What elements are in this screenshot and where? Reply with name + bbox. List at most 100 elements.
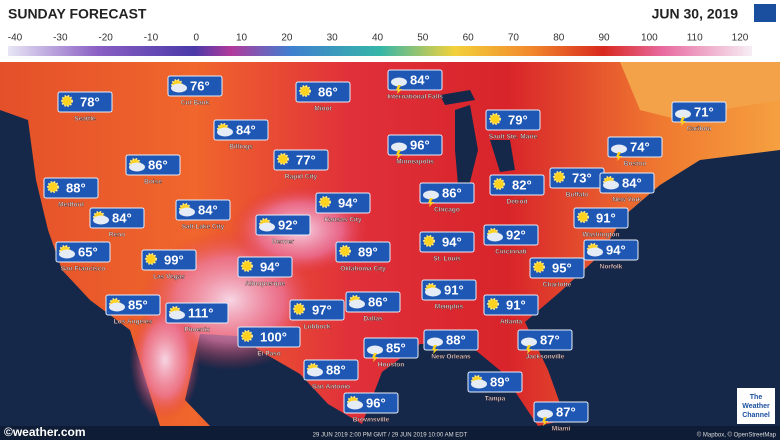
city-name: Cut Bank [181,100,210,107]
scale-label: 110 [687,33,703,44]
city-name: Sault Ste. Marie [489,134,538,141]
cloud-icon [425,287,441,297]
temperature: 96° [366,395,386,410]
temperature: 88° [446,332,466,347]
bolt-icon [396,85,402,94]
city-name: El Paso [257,351,281,358]
cloud-icon [93,215,109,225]
cloud-icon [171,83,187,93]
temperature: 85° [386,340,406,355]
city-name: Reno [109,232,125,239]
city-name: Boston [624,161,646,168]
logo-text: The [750,394,763,401]
cloud-icon [179,207,195,217]
sun-icon [423,235,435,247]
city-name: Phoenix [184,327,210,334]
scale-label: 30 [327,33,339,44]
temperature: 91° [444,282,464,297]
sun-icon [339,245,351,257]
temp-box [237,326,301,348]
scale-label: -40 [8,33,23,44]
bolt-icon [542,417,548,426]
land-north [620,62,780,120]
temperature: 89° [358,244,378,259]
cloud-icon [587,247,603,257]
bolt-icon [432,345,438,354]
logo-text: Channel [742,412,770,419]
cloud-icon [59,249,75,259]
temperature: 74° [630,139,650,154]
cloud-icon [423,190,439,200]
city-name: Denver [272,239,295,246]
lake [490,140,515,172]
scale-label: 120 [732,33,749,44]
temperature: 96° [410,137,430,152]
temperature: 71° [694,104,714,119]
city-name: Medford [58,202,84,209]
labels: -40 -30 -20 -10 0 10 20 30 40 50 60 70 80 90 100 110 120… [8,33,749,433]
sun-icon [241,330,253,342]
temperature: 92° [506,227,526,242]
city-name: Oklahoma City [340,266,386,273]
temp-box [273,149,329,171]
temperature: 95° [552,260,572,275]
footer-band [0,426,780,440]
temperature: 84° [236,122,256,137]
scale-label: 0 [193,33,199,44]
city-name: Los Angeles [114,319,153,326]
temp-box [485,109,541,131]
temperature: 84° [112,210,132,225]
credit: © Mapbox, © OpenStreetMap [697,432,777,439]
scale-label: -30 [53,33,68,44]
sun-icon [533,261,545,273]
date: JUN 30, 2019 [652,6,739,22]
sun-icon [493,178,505,190]
city-name: Buffalo [566,192,588,199]
title: SUNDAY FORECAST [8,6,147,22]
temperature: 77° [296,152,316,167]
cloud-icon [169,310,185,320]
cloud-icon [307,367,323,377]
sun-icon [61,95,73,107]
logo-box [737,388,775,424]
sun-icon [487,298,499,310]
cloud-icon [603,180,619,190]
city-name: Miami [552,426,571,433]
city-name: Boise [144,179,162,186]
temperature-scale [8,46,752,56]
cloud-icon [391,77,407,87]
logo-text: Weather [742,403,770,410]
temperature: 87° [540,332,560,347]
city-name: Detroit [507,199,529,206]
sun-icon [145,253,157,265]
city-name: Houston [378,362,404,369]
city-name: Dallas [363,316,383,323]
city-name: Caribou [687,126,712,133]
city-name: St. Louis [433,256,461,263]
city-name: Charlotte [543,282,572,289]
temperature: 87° [556,404,576,419]
city-name: San Antonio [312,384,350,391]
cloud-icon [471,379,487,389]
temperature: 111° [188,305,213,320]
temperature: 89° [490,374,510,389]
city-name: Salt Lake City [182,224,225,231]
scale-label: -10 [144,33,159,44]
temperature: 94° [442,234,462,249]
city-name: Cincinnati [495,249,527,256]
temperature: 97° [312,302,332,317]
source: ©weather.com [4,425,86,439]
temp-box [573,207,629,229]
temperature: 88° [66,180,86,195]
temperature: 85° [128,297,148,312]
mini-logo [754,4,776,22]
cloud-icon [611,144,627,154]
city-name: Las Vegas [153,274,185,281]
scale-label: 80 [553,33,565,44]
temp-box [295,81,351,103]
hot-spot [130,300,200,420]
bolt-icon [526,345,532,354]
temperature: 73° [572,170,592,185]
city-name: Kansas City [324,217,362,224]
